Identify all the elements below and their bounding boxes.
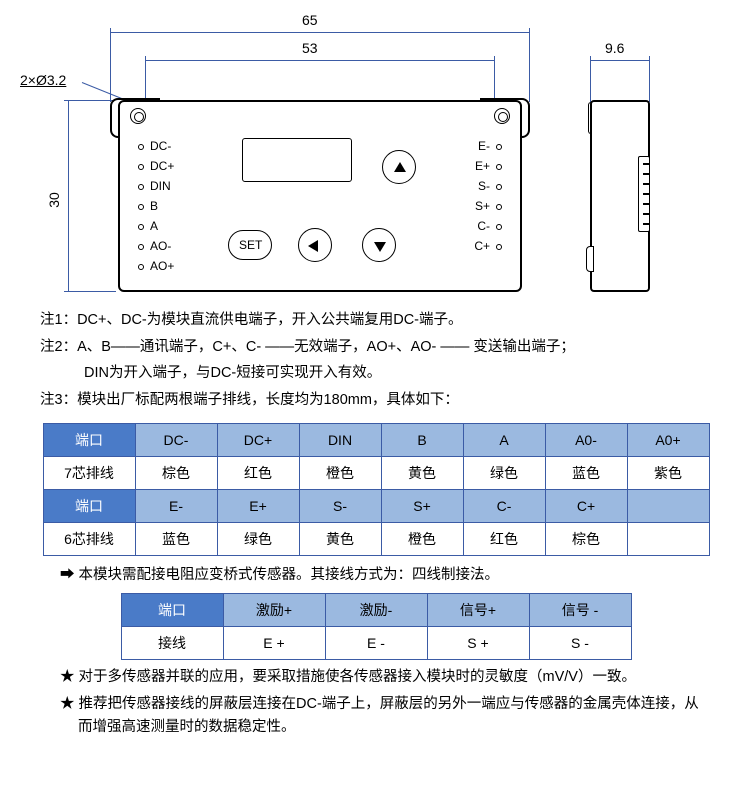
t1-r1-c3: DIN: [299, 423, 381, 456]
pin-a: A: [150, 219, 158, 233]
dim-depth: 9.6: [605, 40, 624, 56]
arrow-up-icon: [394, 162, 406, 172]
t1-r2-c6: 蓝色: [545, 456, 627, 489]
t1-r2-c0: 7芯排线: [43, 456, 135, 489]
arrow-down-icon: [374, 242, 386, 252]
arrow-left-icon: [308, 240, 318, 252]
t1-r4-c7: [627, 522, 709, 555]
t1-r3-c5: C-: [463, 489, 545, 522]
pin-din: DIN: [150, 179, 171, 193]
pin-s-plus: S+: [475, 199, 490, 213]
t2-r2-c1: E +: [223, 626, 325, 659]
bullet-wiring: ➡ 本模块需配接电阻应变桥式传感器。其接线方式为：四线制接法。: [78, 564, 712, 587]
t1-r3-c3: S-: [299, 489, 381, 522]
note-1: 注1：DC+、DC-为模块直流供电端子，开入公共端复用DC-端子。: [40, 308, 712, 333]
display-window: [242, 138, 352, 182]
pin-dc-minus: DC-: [150, 139, 171, 153]
t1-r1-c2: DC+: [217, 423, 299, 456]
dim-hole: 2×Ø3.2: [20, 72, 66, 88]
t1-r1-c5: A: [463, 423, 545, 456]
t2-r2-c4: S -: [529, 626, 631, 659]
dim-line-53: [145, 60, 495, 61]
pin-e-minus: E-: [478, 139, 490, 153]
t1-r3-c2: E+: [217, 489, 299, 522]
pin-ao-plus: AO+: [150, 259, 174, 273]
dim-line-30: [68, 100, 69, 292]
left-button: [298, 228, 332, 262]
t1-r4-c3: 黄色: [299, 522, 381, 555]
side-notch: [586, 246, 594, 272]
t1-r2-c7: 紫色: [627, 456, 709, 489]
t2-r1-c4: 信号 -: [529, 593, 631, 626]
note-3: 注3：模块出厂标配两根端子排线，长度均为180mm，具体如下：: [40, 388, 712, 413]
t2-r1-c3: 信号+: [427, 593, 529, 626]
pin-dc-plus: DC+: [150, 159, 174, 173]
dim-width-53: 53: [302, 40, 318, 56]
pin-e-plus: E+: [475, 159, 490, 173]
t2-r1-c1: 激励+: [223, 593, 325, 626]
star-note-1: ★ 对于多传感器并联的应用，要采取措施使各传感器接入模块时的灵敏度（mV/V）一…: [78, 666, 712, 689]
module-front: DC- DC+ DIN B A AO- AO+ E- E+ S- S+ C- C…: [118, 100, 522, 292]
t2-r2-c0: 接线: [121, 626, 223, 659]
dim-height-30: 30: [46, 192, 62, 208]
sensor-wiring-table: 端口 激励+ 激励- 信号+ 信号 - 接线 E + E - S + S -: [121, 593, 632, 660]
note-2b: DIN为开入端子，与DC-短接可实现开入有效。: [40, 361, 712, 386]
screw-left: [130, 108, 146, 124]
screw-right: [494, 108, 510, 124]
t1-r3-c4: S+: [381, 489, 463, 522]
t1-r4-c0: 6芯排线: [43, 522, 135, 555]
pin-c-plus: C+: [474, 239, 490, 253]
note-2a: 注2：A、B——通讯端子，C+、C- ——无效端子，AO+、AO- —— 变送输…: [40, 335, 712, 360]
pin-s-minus: S-: [478, 179, 490, 193]
dimension-diagram: 65 53 2×Ø3.2 30 DC- DC+ DIN B A AO- AO+ …: [10, 10, 740, 300]
wire-color-table: 端口 DC- DC+ DIN B A A0- A0+ 7芯排线 棕色 红色 橙色…: [43, 423, 710, 556]
t1-r3-c0: 端口: [43, 489, 135, 522]
dim-line-65: [110, 32, 530, 33]
t2-r2-c3: S +: [427, 626, 529, 659]
t1-r3-c1: E-: [135, 489, 217, 522]
t1-r1-c7: A0+: [627, 423, 709, 456]
dim-line-depth: [590, 60, 650, 61]
set-button: SET: [228, 230, 272, 260]
t1-r4-c5: 红色: [463, 522, 545, 555]
side-connector: [638, 156, 650, 232]
t1-r4-c2: 绿色: [217, 522, 299, 555]
pin-ao-minus: AO-: [150, 239, 171, 253]
dim-width-65: 65: [302, 12, 318, 28]
t1-r4-c6: 棕色: [545, 522, 627, 555]
pin-b: B: [150, 199, 158, 213]
t1-r2-c3: 橙色: [299, 456, 381, 489]
t1-r1-c4: B: [381, 423, 463, 456]
t2-r1-c0: 端口: [121, 593, 223, 626]
up-button: [382, 150, 416, 184]
t2-r1-c2: 激励-: [325, 593, 427, 626]
t1-r4-c4: 橙色: [381, 522, 463, 555]
t2-r2-c2: E -: [325, 626, 427, 659]
t1-r2-c4: 黄色: [381, 456, 463, 489]
t1-r2-c5: 绿色: [463, 456, 545, 489]
module-side: [590, 100, 650, 292]
down-button: [362, 228, 396, 262]
t1-r2-c2: 红色: [217, 456, 299, 489]
notes-block: 注1：DC+、DC-为模块直流供电端子，开入公共端复用DC-端子。 注2：A、B…: [40, 308, 712, 413]
t1-r1-c0: 端口: [43, 423, 135, 456]
t1-r3-c7: [627, 489, 709, 522]
t1-r2-c1: 棕色: [135, 456, 217, 489]
pin-c-minus: C-: [477, 219, 490, 233]
t1-r4-c1: 蓝色: [135, 522, 217, 555]
star-note-2: ★ 推荐把传感器接线的屏蔽层连接在DC-端子上，屏蔽层的另外一端应与传感器的金属…: [78, 693, 712, 739]
t1-r3-c6: C+: [545, 489, 627, 522]
t1-r1-c1: DC-: [135, 423, 217, 456]
t1-r1-c6: A0-: [545, 423, 627, 456]
